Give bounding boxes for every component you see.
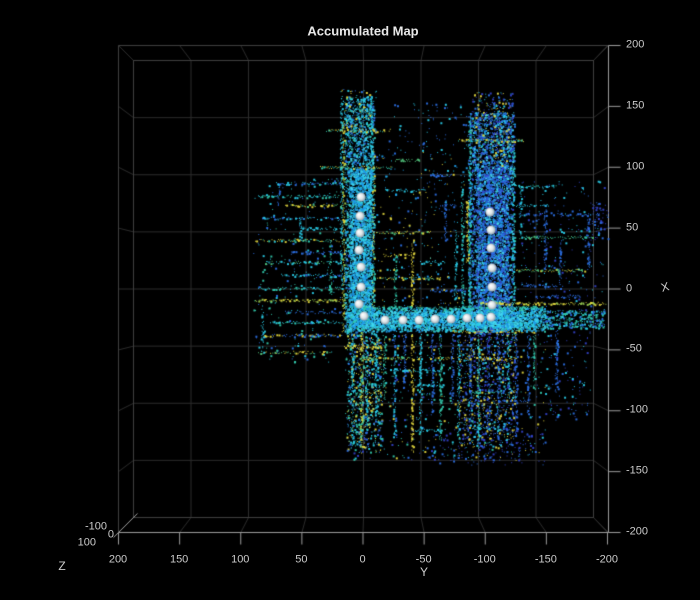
plot-title: Accumulated Map (307, 23, 419, 39)
tick-label: 200 (108, 553, 128, 566)
tick-label: -150 (626, 464, 649, 477)
z-axis-label: Z (58, 559, 66, 573)
tick-label: 50 (295, 553, 308, 566)
tick-label: 50 (626, 221, 639, 234)
tick-label: -100 (84, 520, 107, 533)
tick-label: 0 (626, 282, 633, 294)
tick-label: 0 (107, 528, 114, 541)
tick-label: -50 (415, 553, 432, 566)
tick-label: -50 (626, 342, 642, 355)
tick-label: -150 (534, 553, 557, 566)
tick-label: 100 (77, 536, 96, 549)
tick-label: -200 (626, 525, 649, 538)
tick-label: -100 (626, 403, 649, 416)
y-axis-label: Y (419, 565, 429, 579)
tick-label: 150 (169, 553, 189, 566)
tick-label: 100 (231, 553, 250, 566)
tick-label: 0 (359, 553, 366, 566)
tick-label: -200 (595, 553, 619, 566)
tick-label: 150 (626, 99, 645, 112)
tick-label: 200 (626, 38, 645, 51)
tick-label: 100 (626, 160, 645, 173)
tick-label: -100 (473, 553, 496, 566)
